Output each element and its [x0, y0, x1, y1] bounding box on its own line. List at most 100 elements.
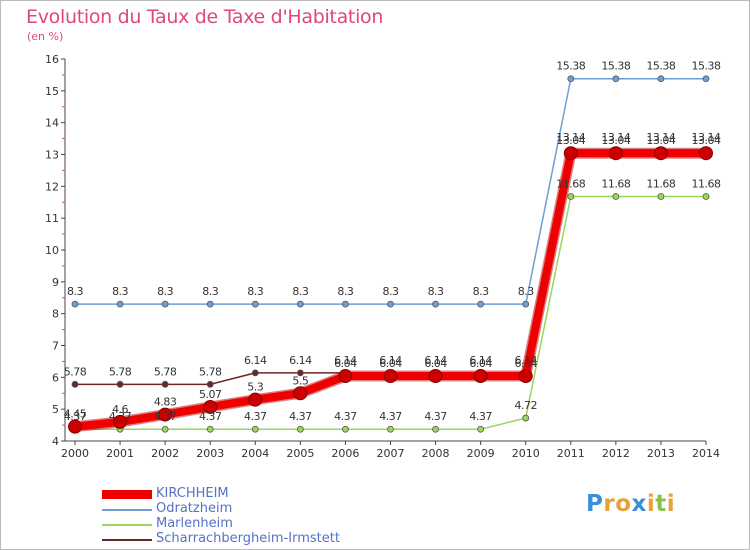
data-point [657, 193, 665, 200]
data-point [342, 425, 349, 433]
data-label: 4.37 [154, 410, 177, 423]
x-tick-label: 2011 [557, 447, 585, 460]
data-point [608, 146, 623, 161]
data-point [522, 300, 530, 308]
x-tick-label: 2013 [647, 447, 675, 460]
data-point [563, 146, 578, 161]
data-point [387, 300, 394, 308]
data-point [477, 300, 485, 308]
data-label: 6.14 [244, 354, 267, 367]
data-label: 5.78 [109, 365, 132, 378]
proxiti-logo: Proxiti [586, 491, 675, 517]
data-label: 5.5 [292, 374, 308, 387]
x-tick-label: 2012 [602, 447, 630, 460]
data-point [702, 193, 710, 200]
data-label: 5.78 [154, 365, 177, 378]
legend-label-odratzheim: Odratzheim [156, 501, 233, 516]
data-label: 13.04 [601, 134, 630, 147]
data-point [116, 380, 124, 388]
series-line-marlenheim [75, 195, 706, 430]
series-line-odratzheim [75, 77, 706, 305]
legend-label-scharrachbergheim: Scharrachbergheim-Irmstett [156, 531, 340, 546]
x-tick-label: 2001 [106, 447, 134, 460]
data-point [116, 300, 124, 308]
data-label: 6.14 [379, 354, 402, 367]
y-tick-label: 14 [45, 117, 59, 130]
data-label: 8.3 [112, 285, 128, 298]
y-tick-label: 5 [52, 403, 59, 416]
data-label: 11.68 [556, 178, 585, 191]
legend-swatch-kirchheim [102, 490, 152, 499]
data-label: 13.04 [692, 134, 721, 147]
data-label: 4.37 [64, 410, 87, 423]
data-label: 15.38 [692, 60, 721, 73]
data-point [293, 386, 308, 401]
data-label: 11.68 [601, 178, 630, 191]
y-tick-label: 7 [52, 340, 59, 353]
x-tick-label: 2006 [331, 447, 359, 460]
data-label: 6.14 [469, 354, 492, 367]
y-tick-label: 16 [45, 53, 59, 66]
legend-swatch-marlenheim [102, 524, 152, 526]
data-label: 8.3 [67, 285, 83, 298]
data-label: 15.38 [556, 60, 585, 73]
logo-letter: x [631, 491, 647, 517]
logo-letter: r [603, 491, 616, 517]
data-label: 11.68 [646, 178, 675, 191]
data-point [567, 193, 575, 200]
data-point [71, 380, 79, 388]
legend-item-odratzheim: Odratzheim [102, 501, 402, 517]
legend-label-kirchheim: KIRCHHEIM [156, 486, 229, 501]
data-point [206, 425, 214, 433]
x-tick-label: 2004 [241, 447, 269, 460]
data-point [251, 425, 259, 433]
data-point [296, 300, 304, 308]
data-point [518, 369, 533, 384]
x-tick-label: 2005 [286, 447, 314, 460]
data-point [702, 75, 710, 83]
x-tick-label: 2003 [196, 447, 224, 460]
data-label: 4.37 [379, 410, 402, 423]
legend-item-kirchheim: KIRCHHEIM [102, 486, 402, 502]
logo-letter: i [646, 491, 656, 517]
data-point [296, 369, 304, 377]
data-label: 13.14 [646, 131, 675, 144]
data-label: 13.04 [556, 134, 585, 147]
data-point [248, 392, 263, 407]
data-label: 4.37 [109, 410, 132, 423]
data-point [158, 407, 173, 422]
data-label: 8.3 [518, 285, 534, 298]
data-point [567, 75, 575, 83]
x-tick-label: 2007 [377, 447, 405, 460]
y-tick-label: 15 [45, 85, 59, 98]
data-point [699, 146, 713, 161]
data-label: 4.37 [289, 410, 312, 423]
legend-item-scharrachbergheim: Scharrachbergheim-Irmstett [102, 531, 402, 547]
legend-item-marlenheim: Marlenheim [102, 516, 402, 532]
data-label: 6.14 [289, 354, 312, 367]
x-tick-label: 2014 [692, 447, 720, 460]
data-label: 8.3 [157, 285, 173, 298]
y-tick-label: 13 [45, 149, 59, 162]
data-point [432, 425, 439, 433]
data-point [206, 380, 214, 388]
data-label: 5.78 [64, 365, 87, 378]
chart-unit: (en %) [27, 30, 64, 43]
data-label: 6.04 [424, 357, 447, 370]
logo-letter: o [615, 491, 632, 517]
data-label: 8.3 [247, 285, 263, 298]
y-tick-label: 8 [52, 308, 59, 321]
logo-letter: t [655, 491, 667, 517]
data-label: 13.04 [646, 134, 675, 147]
data-point [432, 300, 439, 308]
logo-letter: i [666, 491, 676, 517]
data-point [161, 380, 169, 388]
data-point [338, 369, 353, 384]
data-point [296, 425, 304, 433]
data-point [161, 300, 169, 308]
data-point [113, 414, 128, 429]
data-label: 5.3 [247, 381, 263, 394]
legend: KIRCHHEIM Odratzheim Marlenheim Scharrac… [102, 486, 402, 547]
legend-label-marlenheim: Marlenheim [156, 516, 233, 531]
